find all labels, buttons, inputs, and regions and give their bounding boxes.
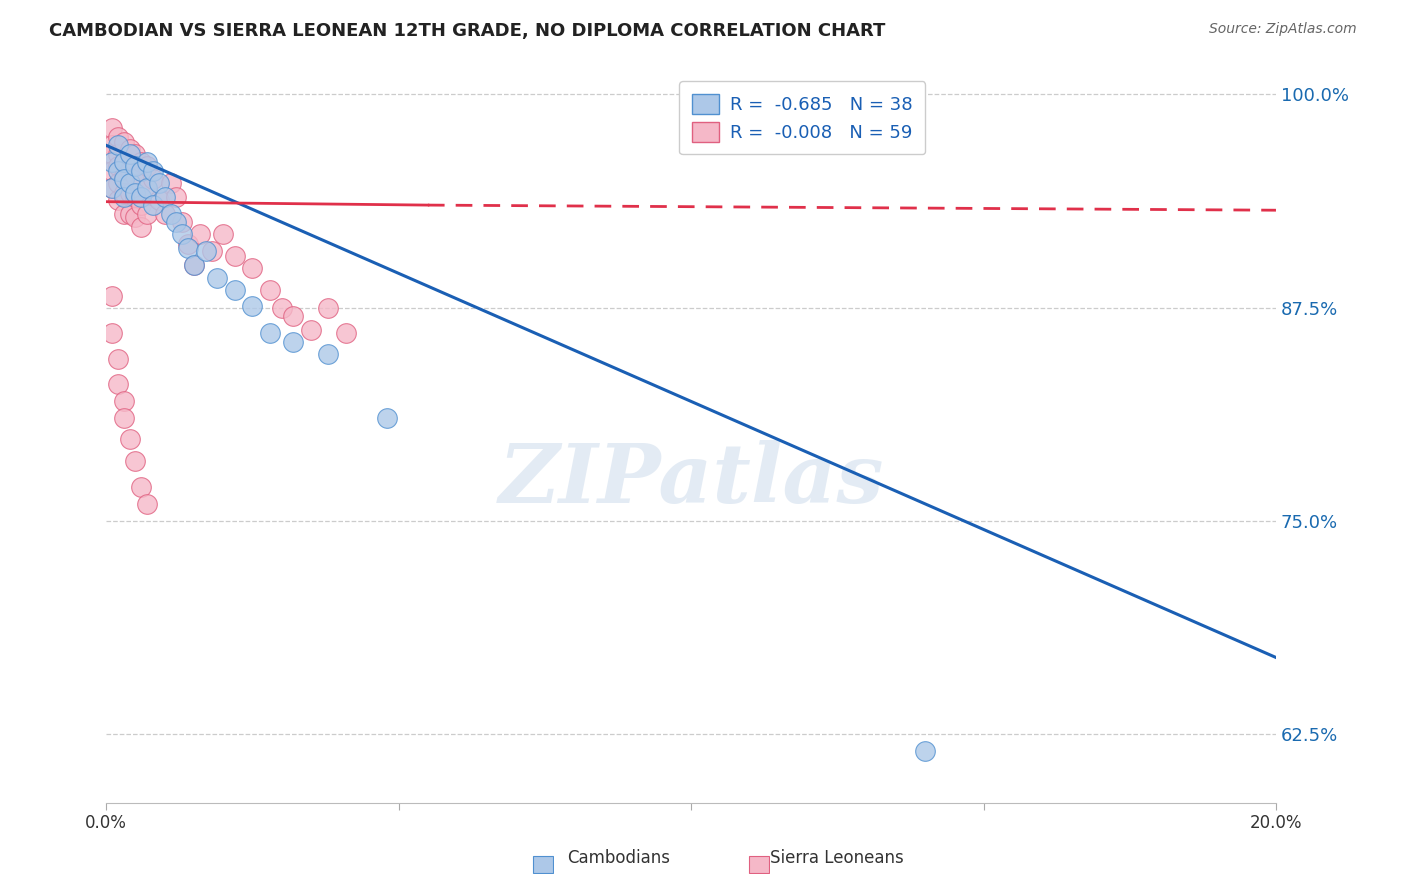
- Point: [101, 164, 124, 178]
- Point: [159, 176, 181, 190]
- Point: [136, 497, 159, 511]
- Point: [118, 176, 141, 190]
- Point: [136, 181, 159, 195]
- Point: [101, 147, 124, 161]
- Point: [107, 164, 129, 178]
- Point: [118, 147, 141, 161]
- Point: [136, 159, 159, 173]
- Point: [107, 377, 129, 392]
- Point: [131, 176, 153, 190]
- Point: [112, 155, 135, 169]
- Point: [124, 159, 146, 173]
- Point: [259, 326, 281, 340]
- Point: [131, 189, 153, 203]
- Point: [318, 346, 340, 360]
- Point: [118, 142, 141, 156]
- Point: [188, 227, 211, 241]
- Point: [136, 155, 159, 169]
- Point: [183, 258, 205, 272]
- Point: [165, 189, 187, 203]
- Point: [107, 147, 129, 161]
- Point: [112, 189, 135, 203]
- Point: [142, 198, 165, 212]
- Point: [172, 215, 194, 229]
- Text: Source: ZipAtlas.com: Source: ZipAtlas.com: [1209, 22, 1357, 37]
- Point: [177, 241, 200, 255]
- Point: [153, 189, 176, 203]
- Legend: R =  -0.685   N = 38, R =  -0.008   N = 59: R = -0.685 N = 38, R = -0.008 N = 59: [679, 81, 925, 154]
- Point: [224, 284, 246, 298]
- Point: [107, 351, 129, 366]
- Text: Cambodians: Cambodians: [567, 849, 671, 867]
- Point: [107, 138, 129, 153]
- Point: [124, 147, 146, 161]
- Point: [101, 288, 124, 302]
- Point: [118, 432, 141, 446]
- Point: [224, 249, 246, 263]
- Point: [101, 121, 124, 136]
- Point: [299, 323, 322, 337]
- Point: [212, 227, 235, 241]
- Point: [318, 301, 340, 315]
- Point: [118, 186, 141, 201]
- Point: [177, 237, 200, 252]
- Point: [124, 189, 146, 203]
- Point: [101, 181, 124, 195]
- Point: [165, 215, 187, 229]
- Point: [131, 198, 153, 212]
- Point: [270, 301, 292, 315]
- Point: [914, 744, 936, 758]
- Point: [142, 164, 165, 178]
- Point: [183, 258, 205, 272]
- Point: [101, 155, 124, 169]
- Point: [200, 244, 222, 259]
- Point: [136, 206, 159, 220]
- Point: [112, 155, 135, 169]
- Point: [194, 244, 217, 259]
- Point: [242, 299, 264, 313]
- Point: [101, 326, 124, 340]
- Point: [242, 261, 264, 276]
- Text: CAMBODIAN VS SIERRA LEONEAN 12TH GRADE, NO DIPLOMA CORRELATION CHART: CAMBODIAN VS SIERRA LEONEAN 12TH GRADE, …: [49, 22, 886, 40]
- Point: [335, 326, 357, 340]
- Point: [124, 169, 146, 183]
- Point: [142, 172, 165, 186]
- Point: [153, 206, 176, 220]
- Point: [124, 186, 146, 201]
- Point: [131, 220, 153, 235]
- Point: [148, 176, 170, 190]
- Point: [131, 164, 153, 178]
- Point: [112, 206, 135, 220]
- Point: [124, 454, 146, 468]
- Text: Sierra Leoneans: Sierra Leoneans: [769, 849, 904, 867]
- Point: [283, 334, 305, 349]
- Point: [112, 169, 135, 183]
- Point: [101, 181, 124, 195]
- Point: [283, 309, 305, 323]
- Point: [107, 193, 129, 207]
- Point: [107, 129, 129, 144]
- Point: [112, 172, 135, 186]
- Point: [375, 411, 398, 425]
- Point: [159, 206, 181, 220]
- Point: [112, 411, 135, 425]
- Point: [112, 135, 135, 149]
- Point: [148, 193, 170, 207]
- Point: [131, 480, 153, 494]
- Text: ZIPatlas: ZIPatlas: [498, 440, 884, 520]
- Point: [259, 284, 281, 298]
- Point: [112, 394, 135, 409]
- Point: [118, 206, 141, 220]
- Point: [107, 159, 129, 173]
- Point: [131, 155, 153, 169]
- Point: [107, 176, 129, 190]
- Point: [172, 227, 194, 241]
- Point: [207, 271, 229, 285]
- Point: [124, 210, 146, 224]
- Point: [101, 138, 124, 153]
- Point: [136, 181, 159, 195]
- Point: [112, 186, 135, 201]
- Point: [118, 164, 141, 178]
